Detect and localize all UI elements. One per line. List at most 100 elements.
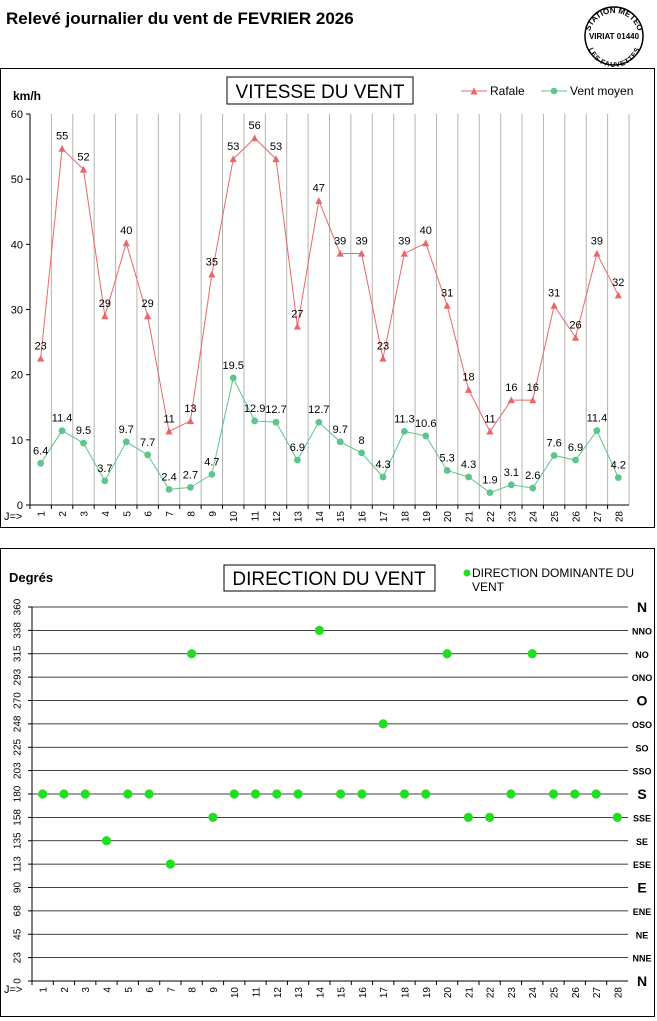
- direction-x-tick-label: 3: [81, 987, 92, 993]
- vent-moyen-point: [422, 432, 430, 440]
- direction-point: [59, 789, 69, 799]
- vent-moyen-point: [336, 438, 344, 446]
- speed-x-tick-label: 7: [165, 511, 176, 517]
- direction-point: [101, 836, 112, 846]
- direction-point: [229, 789, 239, 799]
- direction-y-tick-label: 45: [13, 928, 24, 940]
- direction-y-tick-label: 315: [13, 645, 24, 662]
- vent-moyen-data-label: 9.7: [333, 424, 348, 436]
- vent-moyen-data-label: 4.3: [375, 459, 390, 471]
- rafale-point: [529, 396, 537, 404]
- speed-x-tick-label: 26: [572, 511, 583, 523]
- direction-point: [272, 789, 282, 799]
- speed-title-box: [226, 76, 414, 105]
- rafale-point: [336, 249, 344, 257]
- direction-point: [250, 789, 261, 799]
- speed-x-prefix: J=>: [4, 511, 22, 523]
- speed-x-tick-label: 5: [122, 511, 133, 517]
- vent-moyen-data-label: 12.7: [308, 404, 329, 416]
- vent-moyen-point: [400, 427, 408, 435]
- rafale-data-label: 40: [120, 225, 132, 237]
- direction-x-tick-label: 7: [166, 987, 177, 993]
- direction-y-axis-label: Degrés: [9, 570, 53, 585]
- vent-moyen-data-label: 5.3: [440, 452, 455, 464]
- compass-label: ESE: [633, 860, 651, 870]
- speed-x-tick-label: 18: [400, 511, 411, 523]
- direction-x-tick-label: 6: [145, 987, 156, 993]
- rafale-data-label: 11: [163, 413, 174, 425]
- vent-moyen-point: [37, 459, 45, 467]
- vent-moyen-data-label: 10.6: [415, 418, 436, 430]
- direction-x-tick-label: 19: [422, 987, 433, 999]
- direction-point: [463, 812, 473, 822]
- vent-moyen-point: [58, 427, 66, 435]
- speed-x-tick-label: 6: [144, 511, 155, 517]
- compass-label: SO: [635, 743, 648, 753]
- direction-point: [548, 789, 559, 799]
- rafale-point: [379, 354, 387, 362]
- rafale-data-label: 29: [142, 298, 154, 310]
- direction-x-tick-label: 8: [188, 987, 199, 993]
- vent-moyen-data-label: 12.7: [265, 404, 286, 416]
- vent-moyen-data-label: 8: [359, 435, 365, 447]
- rafale-point: [550, 301, 558, 309]
- rafale-point: [614, 291, 622, 299]
- rafale-point: [443, 301, 451, 309]
- rafale-point: [229, 155, 237, 163]
- rafale-point: [144, 312, 152, 320]
- direction-point: [357, 789, 367, 799]
- rafale-point: [422, 239, 430, 247]
- direction-x-tick-label: 21: [464, 987, 475, 999]
- direction-y-tick-label: 68: [13, 905, 24, 917]
- rafale-data-label: 35: [206, 256, 218, 268]
- direction-point: [187, 649, 197, 659]
- direction-point: [378, 719, 388, 729]
- speed-chart-title: VITESSE DU VENT: [236, 82, 405, 103]
- vent-moyen-data-label: 11.3: [394, 413, 415, 425]
- direction-point: [527, 649, 537, 659]
- direction-point: [293, 789, 303, 799]
- direction-y-tick-label: 158: [13, 809, 24, 826]
- legend-direction-marker: [463, 569, 471, 577]
- rafale-data-label: 52: [77, 151, 89, 163]
- rafale-point: [208, 270, 216, 278]
- vent-moyen-point: [550, 452, 558, 459]
- vent-moyen-point: [572, 456, 579, 464]
- rafale-point: [464, 386, 473, 393]
- speed-y-tick-label: 50: [11, 174, 23, 186]
- speed-y-axis-label: km/h: [13, 89, 41, 103]
- vent-moyen-data-label: 4.3: [461, 459, 476, 471]
- direction-x-tick-label: 1: [39, 987, 50, 993]
- rafale-data-label: 26: [569, 320, 581, 332]
- vent-moyen-point: [465, 473, 472, 481]
- rafale-data-label: 39: [591, 235, 603, 247]
- rafale-point: [101, 312, 109, 320]
- speed-x-tick-label: 24: [529, 511, 540, 523]
- vent-moyen-point: [614, 474, 622, 482]
- direction-point: [421, 789, 431, 799]
- vent-moyen-point: [101, 477, 109, 485]
- direction-x-tick-label: 5: [124, 987, 135, 993]
- direction-point: [485, 812, 495, 822]
- direction-point: [570, 789, 580, 799]
- direction-x-tick-label: 4: [103, 987, 114, 993]
- rafale-point: [165, 427, 173, 435]
- direction-point: [38, 789, 48, 799]
- direction-y-tick-label: 113: [13, 856, 24, 872]
- direction-x-tick-label: 13: [294, 987, 305, 999]
- direction-x-tick-label: 9: [209, 987, 220, 993]
- vent-moyen-point: [379, 473, 387, 481]
- speed-x-tick-label: 12: [272, 511, 283, 523]
- direction-point: [506, 789, 516, 799]
- direction-point: [80, 789, 90, 799]
- rafale-data-label: 18: [462, 372, 474, 384]
- legend-rafale-marker: [470, 87, 478, 95]
- direction-x-tick-label: 15: [337, 987, 348, 999]
- speed-x-tick-label: 15: [336, 511, 347, 523]
- rafale-data-label: 55: [56, 131, 68, 143]
- speed-x-tick-label: 11: [251, 511, 262, 522]
- rafale-data-label: 53: [227, 141, 239, 153]
- direction-x-tick-label: 12: [273, 987, 284, 999]
- legend-rafale-label: Rafale: [490, 84, 525, 98]
